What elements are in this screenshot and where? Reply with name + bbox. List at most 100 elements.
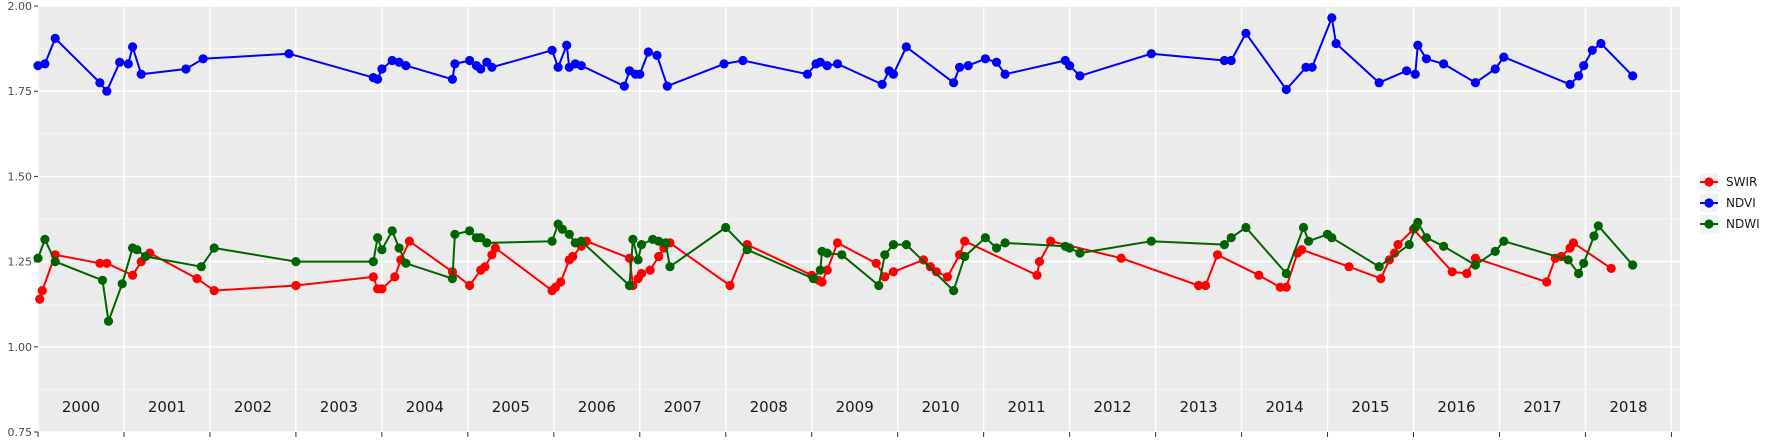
data-point <box>738 55 748 66</box>
data-point <box>635 69 645 79</box>
data-point <box>368 272 378 282</box>
data-point <box>1413 40 1423 50</box>
data-point <box>196 262 206 272</box>
data-point <box>1628 71 1638 81</box>
data-point <box>654 236 664 246</box>
data-point <box>1404 240 1414 250</box>
data-point <box>487 250 497 260</box>
data-point <box>901 42 911 52</box>
data-point <box>377 64 387 74</box>
data-point <box>35 294 45 304</box>
data-point <box>1499 236 1509 246</box>
data-point <box>465 55 475 66</box>
data-point <box>624 280 635 291</box>
data-point <box>40 234 50 244</box>
data-point <box>1032 270 1042 280</box>
data-point <box>37 286 47 296</box>
data-point <box>1065 243 1075 253</box>
data-point <box>1439 241 1449 251</box>
data-point <box>1344 262 1354 272</box>
year-labels: 2000 2001 2002 2003 2004 2005 2006 2007 2008 2009… <box>62 398 1648 416</box>
data-point <box>50 257 60 267</box>
data-point <box>1000 69 1010 79</box>
data-point <box>95 258 105 268</box>
data-point <box>1579 258 1589 268</box>
year-label: 2004 <box>406 398 444 416</box>
data-point <box>665 262 675 272</box>
data-point <box>645 265 655 275</box>
data-point <box>394 243 404 253</box>
data-point <box>568 251 578 262</box>
data-point <box>97 275 108 285</box>
data-point <box>1297 245 1307 255</box>
legend-item-ndvi: NDVI <box>1700 194 1756 212</box>
data-point <box>1402 66 1412 76</box>
data-point <box>1307 62 1317 72</box>
data-point <box>1596 38 1606 49</box>
legend-key-point <box>1704 177 1714 187</box>
data-point <box>33 61 43 71</box>
data-point <box>822 248 832 258</box>
data-point <box>1241 28 1251 38</box>
data-point <box>1574 268 1584 279</box>
data-point <box>103 316 114 326</box>
data-point <box>1200 280 1211 291</box>
legend-key-point <box>1704 219 1714 229</box>
data-point <box>1462 268 1472 279</box>
y-tick-label: 1.00 <box>8 341 33 354</box>
data-point <box>1606 263 1616 273</box>
data-point <box>1281 268 1291 279</box>
year-label: 2000 <box>62 398 100 416</box>
series-ndwi <box>33 217 1638 326</box>
legend: SWIR NDVI NDWI <box>1700 173 1760 233</box>
data-point <box>40 59 50 69</box>
data-point <box>822 61 832 71</box>
data-point <box>1470 260 1480 270</box>
data-point <box>1046 236 1056 246</box>
series-layer <box>33 13 1638 326</box>
data-point <box>404 236 414 246</box>
data-point <box>960 251 970 262</box>
data-point <box>487 62 497 72</box>
year-label: 2017 <box>1523 398 1561 416</box>
data-point <box>719 59 729 69</box>
year-label: 2001 <box>148 398 186 416</box>
data-point <box>1565 79 1575 89</box>
data-point <box>465 226 475 236</box>
y-tick-label: 1.50 <box>8 170 33 183</box>
data-point <box>450 229 460 239</box>
data-point <box>447 74 457 84</box>
data-point <box>377 284 387 294</box>
data-point <box>963 61 973 71</box>
data-point <box>394 57 404 67</box>
data-point <box>1226 233 1236 243</box>
data-point <box>742 245 752 255</box>
data-point <box>1579 61 1589 71</box>
year-label: 2011 <box>1008 398 1046 416</box>
data-point <box>1413 217 1423 227</box>
data-point <box>284 49 294 59</box>
data-point <box>198 54 208 64</box>
data-point <box>576 236 586 246</box>
data-point <box>1410 69 1420 79</box>
data-point <box>557 224 568 234</box>
data-point <box>482 238 492 248</box>
year-label: 2012 <box>1094 398 1132 416</box>
data-point <box>1146 236 1156 246</box>
data-point <box>547 45 557 55</box>
data-point <box>949 78 959 88</box>
data-point <box>368 257 378 267</box>
data-point <box>373 233 383 243</box>
year-label: 2018 <box>1609 398 1647 416</box>
data-point <box>132 245 142 255</box>
data-point <box>1331 38 1341 49</box>
data-point <box>128 42 138 52</box>
data-point <box>721 222 731 233</box>
data-point <box>1116 253 1126 263</box>
data-point <box>1542 277 1552 287</box>
year-label: 2013 <box>1179 398 1217 416</box>
data-point <box>633 255 643 265</box>
data-point <box>643 47 654 57</box>
data-point <box>1376 274 1386 284</box>
data-point <box>1219 55 1229 66</box>
